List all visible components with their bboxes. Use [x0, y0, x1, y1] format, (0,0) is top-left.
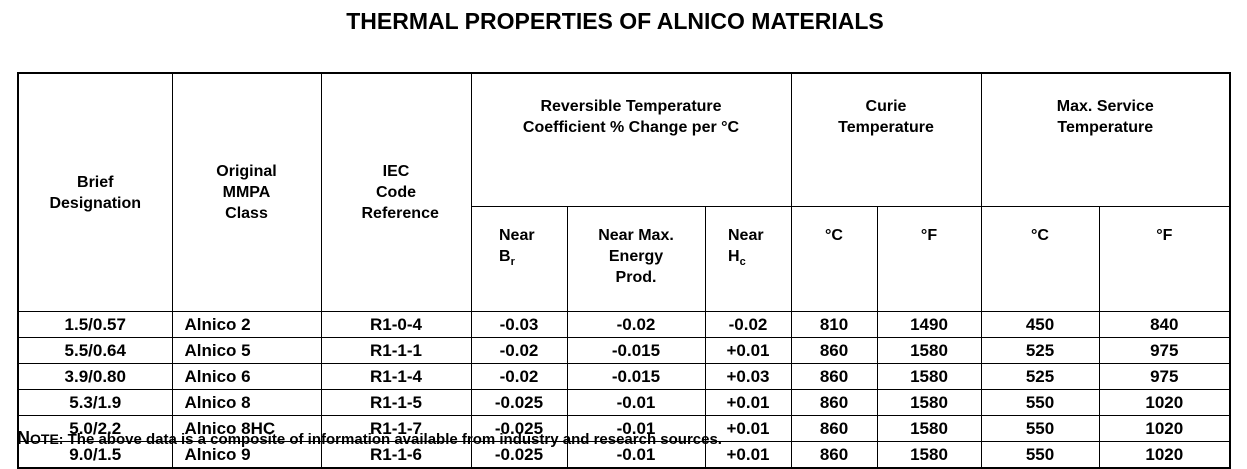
table-cell: 1020 — [1098, 441, 1231, 469]
table-cell: 1580 — [876, 415, 982, 442]
subheader-cell: °C — [790, 206, 878, 312]
subheader-cell: Near Max. Energy Prod. — [566, 206, 706, 312]
table-cell: -0.015 — [566, 363, 706, 390]
table-cell: 5.3/1.9 — [17, 389, 173, 416]
subheader-cell: Near Hc — [704, 206, 792, 312]
header-cell: Max. Service Temperature — [980, 72, 1231, 207]
table-cell: 975 — [1098, 363, 1231, 390]
note-text: The above data is a composite of informa… — [67, 431, 722, 448]
table-row: 3.9/0.80 Alnico 6 R1-1-4 -0.02 -0.015 +0.03 86… — [17, 363, 1231, 390]
note-label: NOTE: — [17, 428, 64, 448]
table-cell: 525 — [980, 363, 1100, 390]
table-cell: 550 — [980, 389, 1100, 416]
table-cell: 1580 — [876, 389, 982, 416]
table-cell: -0.01 — [566, 389, 706, 416]
table-row: 5.0/2.2 Alnico 8HC R1-1-7 -0.025 -0.01 +0.01 8… — [17, 415, 1231, 442]
table-cell: 5.0/2.2 — [17, 415, 173, 442]
subheader-cell: °C — [980, 206, 1100, 312]
table-cell: -0.025 — [470, 415, 568, 442]
table-cell: Alnico 8 — [171, 389, 322, 416]
table-cell: 550 — [980, 415, 1100, 442]
table-cell: +0.01 — [704, 415, 792, 442]
table-cell: +0.01 — [704, 337, 792, 364]
table-cell: 1580 — [876, 441, 982, 469]
table-cell: -0.02 — [704, 311, 792, 338]
header-cell: Brief Designation — [17, 72, 173, 312]
table-cell: 1580 — [876, 363, 982, 390]
subheader-cell: °F — [876, 206, 982, 312]
header-cell: IEC Code Reference — [320, 72, 472, 312]
table-cell: 860 — [790, 337, 878, 364]
subheader-text: Near H — [728, 227, 764, 265]
table-cell: 3.9/0.80 — [17, 363, 173, 390]
table-cell: 860 — [790, 363, 878, 390]
subheader-sub: r — [510, 256, 515, 269]
table-cell: -0.02 — [470, 363, 568, 390]
table-cell: Alnico 2 — [171, 311, 322, 338]
table-cell: 5.5/0.64 — [17, 337, 173, 364]
title: THERMAL PROPERTIES OF ALNICO MATERIALS — [346, 8, 884, 34]
table-cell: R1-1-7 — [320, 415, 472, 442]
table-row: 1.5/0.57 Alnico 2 R1-0-4 -0.03 -0.02 -0.02 810… — [17, 311, 1231, 338]
subheader-sub: c — [739, 256, 746, 269]
table-cell: Alnico 6 — [171, 363, 322, 390]
table-cell: R1-1-1 — [320, 337, 472, 364]
table-cell: -0.025 — [470, 389, 568, 416]
table-cell: R1-1-5 — [320, 389, 472, 416]
table-cell: 860 — [790, 415, 878, 442]
table-cell: -0.02 — [470, 337, 568, 364]
table-row: 5.5/0.64 Alnico 5 R1-1-1 -0.02 -0.015 +0.01 86… — [17, 337, 1231, 364]
table-cell: -0.015 — [566, 337, 706, 364]
table-cell: 525 — [980, 337, 1100, 364]
table-cell: Alnico 8HC — [171, 415, 322, 442]
table-cell: 450 — [980, 311, 1100, 338]
table-cell: Alnico 5 — [171, 337, 322, 364]
table-cell: 840 — [1098, 311, 1231, 338]
table-cell: 550 — [980, 441, 1100, 469]
table-cell: 860 — [790, 389, 878, 416]
table-cell: -0.03 — [470, 311, 568, 338]
table-cell: 1020 — [1098, 415, 1231, 442]
subheader-cell: Near Br — [470, 206, 568, 312]
table-cell: 1020 — [1098, 389, 1231, 416]
properties-table: Brief Designation Original MMPA Class IE… — [17, 72, 1232, 469]
table-cell: R1-0-4 — [320, 311, 472, 338]
note: NOTE: The above data is a composite of i… — [17, 428, 722, 449]
table-cell: 975 — [1098, 337, 1231, 364]
header-cell: Original MMPA Class — [171, 72, 322, 312]
table-cell: 860 — [790, 441, 878, 469]
table-cell: -0.01 — [566, 415, 706, 442]
table-row: 5.3/1.9 Alnico 8 R1-1-5 -0.025 -0.01 +0.01 860… — [17, 389, 1231, 416]
subheader-cell: °F — [1098, 206, 1231, 312]
table-cell: 1.5/0.57 — [17, 311, 173, 338]
table-body: 1.5/0.57 Alnico 2 R1-0-4 -0.03 -0.02 -0.02 810… — [17, 311, 1231, 469]
table-cell: R1-1-4 — [320, 363, 472, 390]
table-cell: 1580 — [876, 337, 982, 364]
table-cell: 1490 — [876, 311, 982, 338]
table-cell: 810 — [790, 311, 878, 338]
header-cell: Reversible Temperature Coefficient % Cha… — [470, 72, 792, 207]
table-cell: +0.03 — [704, 363, 792, 390]
table-cell: -0.02 — [566, 311, 706, 338]
subheader-text: Near B — [499, 227, 535, 265]
table-cell: +0.01 — [704, 389, 792, 416]
header-cell: Curie Temperature — [790, 72, 982, 207]
